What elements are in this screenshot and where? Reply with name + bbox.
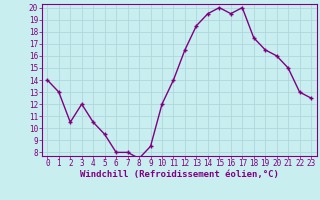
X-axis label: Windchill (Refroidissement éolien,°C): Windchill (Refroidissement éolien,°C) [80,170,279,179]
